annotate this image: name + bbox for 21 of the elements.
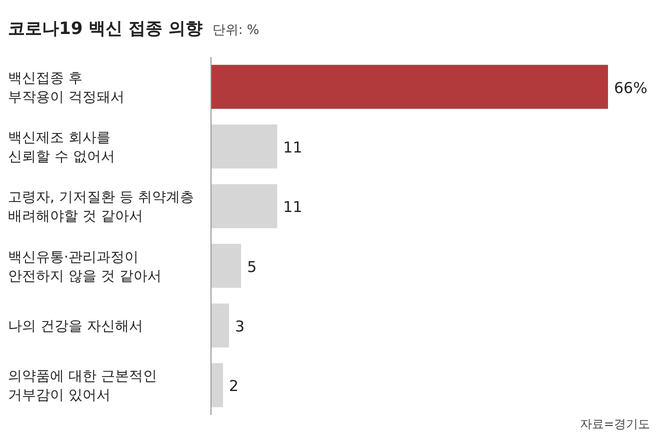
data-label: 2 [229, 377, 239, 396]
data-label: 11 [283, 198, 302, 216]
bar [211, 64, 608, 109]
y-tick-label: 의약품에 대한 근본적인 거부감이 있어서 [8, 368, 157, 404]
data-label: 3 [235, 318, 245, 336]
text: 자료=경기도 [580, 417, 650, 431]
bar [211, 184, 278, 228]
bar [211, 363, 224, 408]
chart-subtitle: 단위: % [212, 23, 260, 38]
y-tick-label: 나의 건강을 자신해서 [8, 318, 143, 334]
chart-title: 코로나19 백신 접종 의향 [8, 19, 202, 39]
bar [211, 124, 278, 168]
data-label: 5 [247, 258, 257, 276]
data-label: 11 [283, 138, 302, 156]
y-tick-label: 백신접종 후 부작용이 걱정돼서 [8, 70, 124, 106]
bar [211, 304, 230, 348]
y-tick-label: 백신제조 회사를 신뢰할 수 없어서 [8, 130, 115, 165]
data-label: 66% [614, 78, 648, 97]
y-tick-label: 고령자, 기저질환 등 취약계층 배려해야할 것 같아서 [8, 190, 194, 225]
bar [211, 244, 242, 288]
y-tick-label: 백신유통·관리과정이 안전하지 않을 것 같아서 [8, 249, 162, 284]
